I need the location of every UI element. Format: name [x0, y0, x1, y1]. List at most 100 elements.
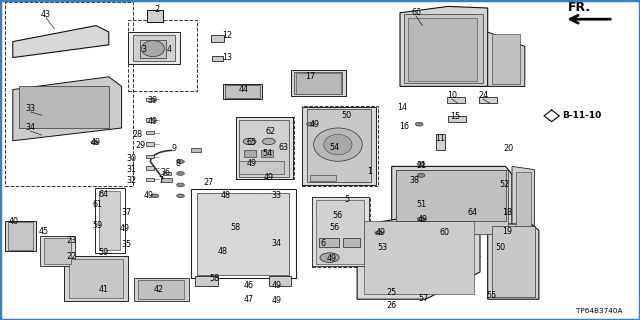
- Text: 49: 49: [91, 138, 101, 147]
- Polygon shape: [269, 276, 291, 286]
- Bar: [191, 148, 201, 152]
- Ellipse shape: [141, 41, 164, 57]
- Circle shape: [91, 140, 99, 144]
- Text: 55: 55: [486, 292, 497, 300]
- Text: 28: 28: [132, 130, 143, 139]
- Bar: [343, 238, 360, 247]
- Bar: [416, 205, 428, 210]
- Circle shape: [307, 122, 314, 126]
- Circle shape: [417, 162, 425, 166]
- Text: 39: 39: [147, 96, 157, 105]
- Bar: [312, 197, 370, 267]
- Text: 14: 14: [397, 103, 407, 112]
- Text: 49: 49: [120, 224, 130, 233]
- Text: 32: 32: [126, 176, 136, 185]
- Bar: [146, 118, 154, 122]
- Bar: [225, 85, 260, 98]
- Text: 16: 16: [399, 122, 410, 131]
- Polygon shape: [13, 26, 109, 58]
- Text: 5: 5: [344, 196, 349, 204]
- Circle shape: [151, 194, 159, 198]
- Text: 18: 18: [502, 208, 512, 217]
- Text: 29: 29: [136, 141, 146, 150]
- Polygon shape: [357, 214, 480, 299]
- Bar: [302, 107, 376, 185]
- Polygon shape: [488, 32, 525, 86]
- Text: 36: 36: [160, 168, 170, 177]
- Text: 47: 47: [243, 295, 253, 304]
- Bar: [447, 97, 465, 103]
- Circle shape: [415, 122, 423, 126]
- Text: 24: 24: [478, 92, 488, 100]
- Text: 21: 21: [416, 161, 426, 170]
- Bar: [492, 226, 535, 297]
- Text: B-11-10: B-11-10: [562, 111, 601, 120]
- Bar: [516, 172, 531, 232]
- Text: FR.: FR.: [568, 1, 591, 14]
- Text: 65: 65: [246, 138, 257, 147]
- Bar: [40, 236, 75, 266]
- Bar: [236, 117, 294, 179]
- Bar: [307, 109, 371, 182]
- Circle shape: [243, 138, 256, 145]
- Bar: [128, 32, 180, 64]
- Circle shape: [177, 194, 184, 198]
- Text: 7: 7: [159, 176, 164, 185]
- Text: 56: 56: [329, 223, 339, 232]
- Text: 15: 15: [451, 112, 461, 121]
- Text: 49: 49: [310, 120, 320, 129]
- Bar: [146, 131, 154, 134]
- Text: 54: 54: [262, 149, 273, 158]
- Text: 48: 48: [218, 247, 228, 256]
- Circle shape: [320, 253, 339, 262]
- Text: 38: 38: [410, 176, 420, 185]
- Text: 40: 40: [9, 217, 19, 226]
- Polygon shape: [195, 276, 218, 286]
- Circle shape: [417, 217, 425, 221]
- Text: 41: 41: [99, 285, 109, 294]
- Text: 58: 58: [209, 274, 220, 283]
- Text: 43: 43: [41, 10, 51, 19]
- Text: 35: 35: [122, 240, 132, 249]
- Bar: [310, 175, 336, 181]
- Text: 51: 51: [416, 200, 426, 209]
- Text: 49: 49: [271, 296, 282, 305]
- Bar: [212, 56, 223, 61]
- Text: 11: 11: [435, 134, 445, 143]
- Circle shape: [417, 173, 425, 177]
- Bar: [479, 97, 497, 103]
- Bar: [244, 150, 256, 157]
- Text: 49: 49: [246, 159, 257, 168]
- Text: 4: 4: [167, 45, 172, 54]
- Bar: [312, 197, 369, 266]
- Text: 49: 49: [326, 254, 337, 263]
- Circle shape: [177, 160, 184, 164]
- Text: 45: 45: [38, 227, 49, 236]
- Bar: [211, 35, 224, 42]
- Bar: [404, 14, 483, 83]
- Text: 60: 60: [440, 228, 450, 237]
- Bar: [146, 178, 154, 181]
- Text: 19: 19: [502, 227, 512, 236]
- Bar: [147, 10, 163, 22]
- Bar: [197, 193, 289, 275]
- Text: 44: 44: [238, 85, 248, 94]
- Bar: [138, 280, 184, 299]
- Bar: [146, 142, 154, 146]
- Text: 49: 49: [376, 228, 386, 237]
- Bar: [396, 170, 508, 234]
- Bar: [448, 116, 466, 122]
- Text: 50: 50: [342, 111, 352, 120]
- Text: 13: 13: [222, 53, 232, 62]
- Text: 26: 26: [387, 301, 397, 310]
- Circle shape: [177, 183, 184, 187]
- Bar: [302, 106, 378, 186]
- Text: 31: 31: [126, 165, 136, 174]
- Text: 49: 49: [271, 281, 282, 290]
- Text: 49: 49: [143, 191, 154, 200]
- Bar: [128, 20, 197, 91]
- Circle shape: [262, 138, 275, 145]
- Bar: [146, 155, 154, 158]
- Bar: [319, 238, 339, 247]
- Text: 1: 1: [367, 167, 372, 176]
